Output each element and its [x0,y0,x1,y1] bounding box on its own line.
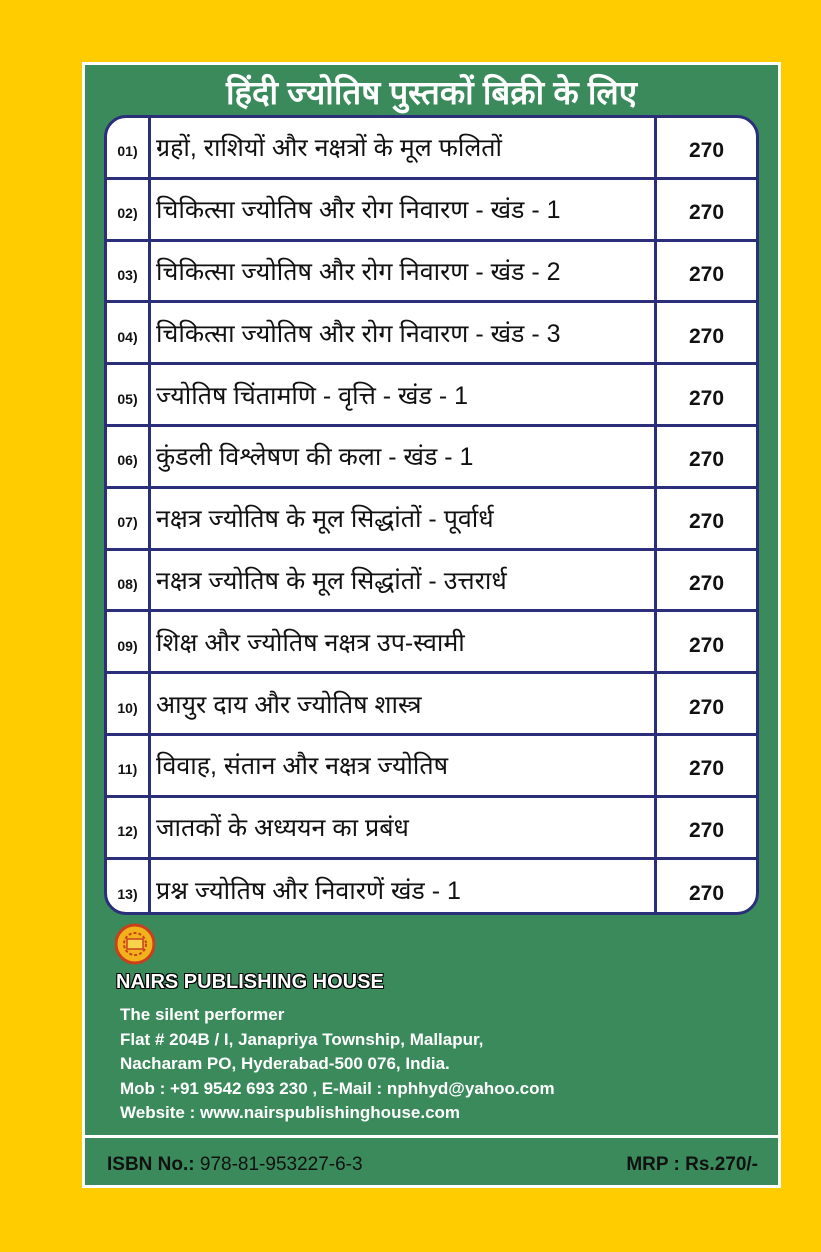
book-title: शिक्ष और ज्योतिष नक्षत्र उप-स्वामी [151,612,657,672]
book-title: नक्षत्र ज्योतिष के मूल सिद्धांतों - उत्त… [151,550,657,610]
mrp-price: MRP : Rs.270/- [626,1154,758,1175]
table-row: 03) चिकित्सा ज्योतिष और रोग निवारण - खंड … [107,241,756,304]
table-row: 01) ग्रहों, राशियों और नक्षत्रों के मूल फ… [107,118,756,180]
table-row: 07) नक्षत्र ज्योतिष के मूल सिद्धांतों - प… [107,488,756,551]
book-number: 06) [107,426,151,486]
book-title: नक्षत्र ज्योतिष के मूल सिद्धांतों - पूर्… [151,488,657,548]
publisher-logo-icon [115,923,155,965]
divider [85,1135,778,1138]
book-price: 270 [688,882,725,906]
page-title: हिंदी ज्योतिष पुस्तकों बिक्री के लिए [225,74,638,111]
book-price: 270 [688,448,725,472]
book-price-table: 01) ग्रहों, राशियों और नक्षत्रों के मूल फ… [104,115,759,915]
book-title: ज्योतिष चिंतामणि - वृत्ति - खंड - 1 [151,365,657,424]
book-price: 270 [688,262,725,286]
book-number: 08) [107,550,151,610]
book-price: 270 [688,571,725,595]
book-price: 270 [688,386,725,410]
table-row: 04) चिकित्सा ज्योतिष और रोग निवारण - खंड … [107,303,756,366]
tagline: The silent performer [120,1005,285,1024]
website-line: Website : www.nairspublishinghouse.com [120,1103,461,1122]
table-row: 02) चिकित्सा ज्योतिष और रोग निवारण - खंड … [107,179,756,242]
publisher-info: The silent performer Flat # 204B / I, Ja… [120,1003,555,1126]
book-number: 12) [107,797,151,857]
book-price: 270 [688,819,725,843]
table-row: 09) शिक्ष और ज्योतिष नक्षत्र उप-स्वामी 270 [107,612,756,675]
isbn: ISBN No.: 978-81-953227-6-3 [107,1154,363,1176]
book-price: 270 [688,633,725,657]
table-row: 12) जातकों के अध्ययन का प्रबंध 270 [107,797,756,860]
book-number: 09) [107,612,151,672]
book-title: कुंडली विश्लेषण की कला - खंड - 1 [151,426,657,486]
book-title: ग्रहों, राशियों और नक्षत्रों के मूल फलित… [151,118,657,177]
book-title: विवाह, संतान और नक्षत्र ज्योतिष [151,735,657,795]
book-title: आयुर दाय और ज्योतिष शास्त्र [151,674,657,733]
book-title: चिकित्सा ज्योतिष और रोग निवारण - खंड - 1 [151,179,657,239]
book-number: 07) [107,488,151,548]
table-row: 05) ज्योतिष चिंतामणि - वृत्ति - खंड - 1 27… [107,365,756,427]
book-number: 02) [107,179,151,239]
address-line-2: Nacharam PO, Hyderabad-500 076, India. [120,1054,450,1073]
table-row: 13) प्रश्न ज्योतिष और निवारणें खंड - 1 270 [107,859,756,912]
book-title: चिकित्सा ज्योतिष और रोग निवारण - खंड - 2 [151,241,657,301]
book-price: 270 [688,324,725,348]
publisher-name: NAIRS PUBLISHING HOUSE [116,971,385,994]
book-title: प्रश्न ज्योतिष और निवारणें खंड - 1 [151,859,657,912]
book-price: 270 [688,139,725,163]
isbn-label: ISBN No.: [107,1154,195,1175]
book-number: 11) [107,735,151,795]
address-line-1: Flat # 204B / I, Janapriya Township, Mal… [120,1029,484,1049]
book-price: 270 [688,695,725,719]
table-row: 11) विवाह, संतान और नक्षत्र ज्योतिष 270 [107,735,756,798]
book-number: 10) [107,674,151,733]
book-price: 270 [688,757,725,781]
book-number: 03) [107,241,151,301]
book-price: 270 [688,201,725,225]
book-number: 04) [107,303,151,363]
table-row: 08) नक्षत्र ज्योतिष के मूल सिद्धांतों - उ… [107,550,756,613]
table-row: 10) आयुर दाय और ज्योतिष शास्त्र 270 [107,674,756,736]
book-title: चिकित्सा ज्योतिष और रोग निवारण - खंड - 3 [151,303,657,363]
back-cover-panel: हिंदी ज्योतिष पुस्तकों बिक्री के लिए 01)… [82,62,781,1188]
book-title: जातकों के अध्ययन का प्रबंध [151,797,657,857]
book-number: 01) [107,118,151,177]
table-row: 06) कुंडली विश्लेषण की कला - खंड - 1 270 [107,426,756,489]
contact-line: Mob : +91 9542 693 230 , E-Mail : nphhyd… [120,1078,555,1098]
isbn-value: 978-81-953227-6-3 [194,1154,363,1175]
book-number: 05) [107,365,151,424]
book-price: 270 [688,510,725,534]
book-number: 13) [107,859,151,912]
